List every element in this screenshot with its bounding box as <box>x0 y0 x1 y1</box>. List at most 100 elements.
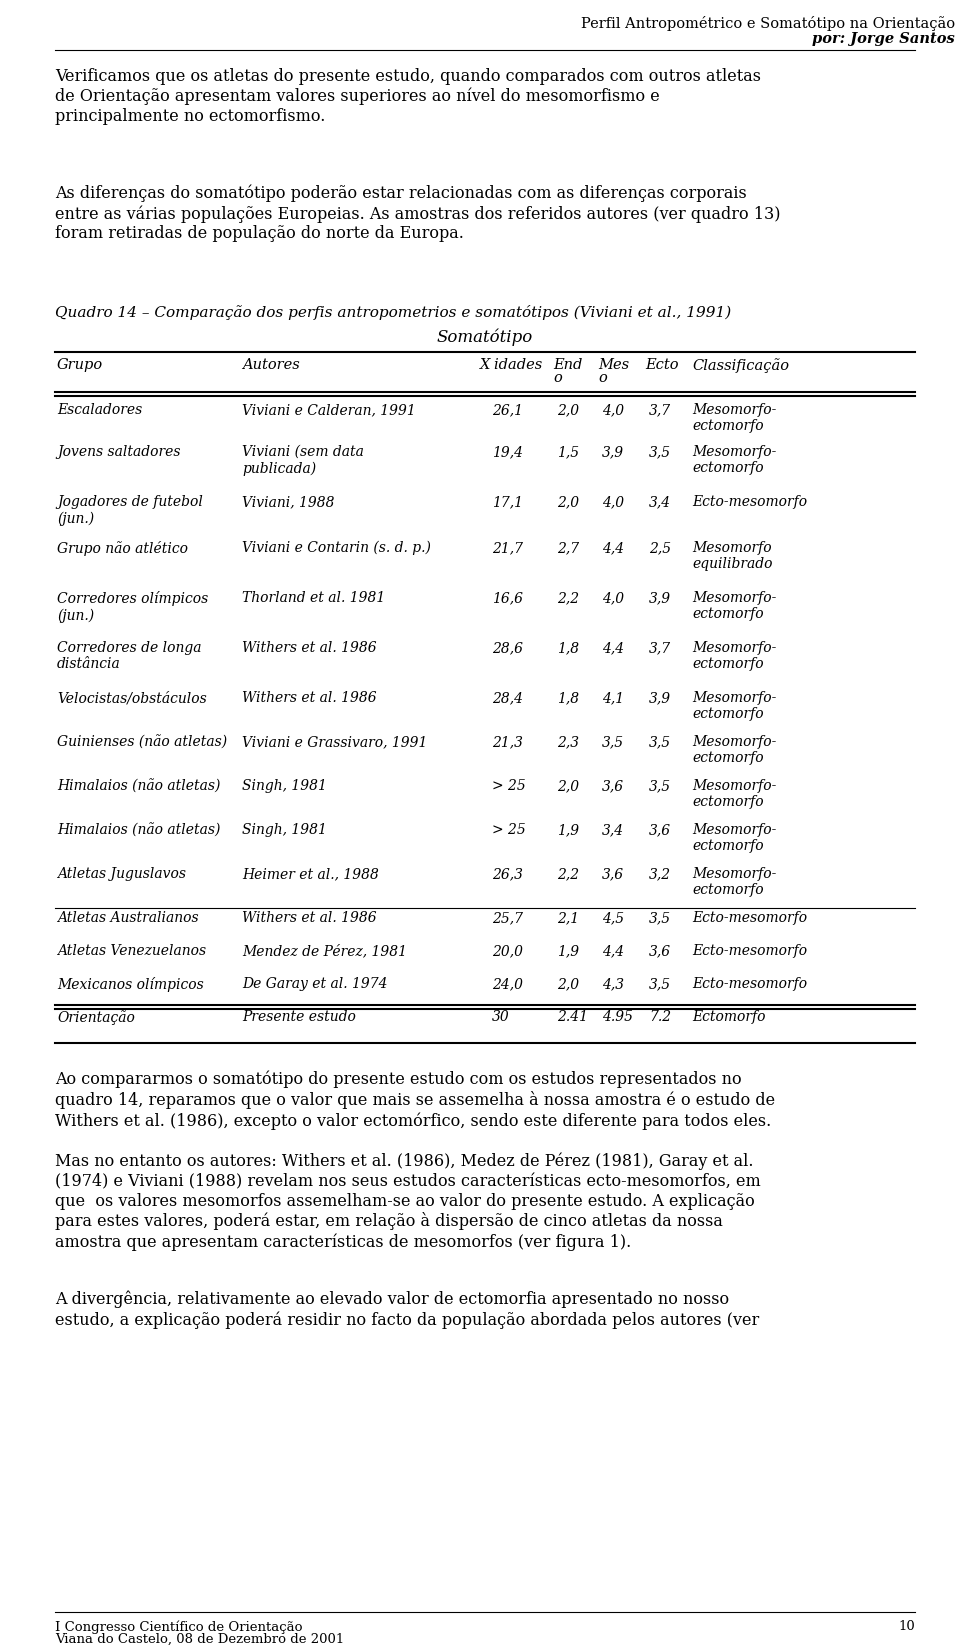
Text: Viviani, 1988: Viviani, 1988 <box>242 495 334 508</box>
Text: Mesomorfo-
ectomorfo: Mesomorfo- ectomorfo <box>692 867 777 897</box>
Text: Singh, 1981: Singh, 1981 <box>242 780 326 793</box>
Text: > 25: > 25 <box>492 822 526 837</box>
Text: 1,8: 1,8 <box>557 642 579 655</box>
Text: 3,5: 3,5 <box>649 780 671 793</box>
Text: De Garay et al. 1974: De Garay et al. 1974 <box>242 977 388 990</box>
Text: Withers et al. 1986: Withers et al. 1986 <box>242 642 376 655</box>
Text: Viviani (sem data
publicada): Viviani (sem data publicada) <box>242 446 364 475</box>
Text: Ecto-mesomorfo: Ecto-mesomorfo <box>692 495 807 508</box>
Text: 28,4: 28,4 <box>492 691 523 706</box>
Text: Viviani e Calderan, 1991: Viviani e Calderan, 1991 <box>242 403 416 416</box>
Text: Himalaios (não atletas): Himalaios (não atletas) <box>57 780 221 793</box>
Text: Mesomorfo-
ectomorfo: Mesomorfo- ectomorfo <box>692 446 777 475</box>
Text: Viviani e Grassivaro, 1991: Viviani e Grassivaro, 1991 <box>242 735 427 748</box>
Text: Mendez de Pérez, 1981: Mendez de Pérez, 1981 <box>242 944 407 957</box>
Text: > 25: > 25 <box>492 780 526 793</box>
Text: o: o <box>553 372 562 385</box>
Text: Ecto-mesomorfo: Ecto-mesomorfo <box>692 944 807 957</box>
Text: 3,9: 3,9 <box>649 591 671 605</box>
Text: 21,7: 21,7 <box>492 541 523 554</box>
Text: Ectomorfo: Ectomorfo <box>692 1010 765 1023</box>
Text: Viviani e Contarin (s. d. p.): Viviani e Contarin (s. d. p.) <box>242 541 431 556</box>
Text: 3,9: 3,9 <box>649 691 671 706</box>
Text: 4,4: 4,4 <box>602 944 624 957</box>
Text: Mes: Mes <box>598 359 629 372</box>
Text: 2.41: 2.41 <box>557 1010 588 1023</box>
Text: 3,6: 3,6 <box>602 867 624 882</box>
Text: 21,3: 21,3 <box>492 735 523 748</box>
Text: 30: 30 <box>492 1010 510 1023</box>
Text: Jogadores de futebol
(jun.): Jogadores de futebol (jun.) <box>57 495 203 526</box>
Text: 1,8: 1,8 <box>557 691 579 706</box>
Text: 2,0: 2,0 <box>557 780 579 793</box>
Text: 2,0: 2,0 <box>557 495 579 508</box>
Text: 20,0: 20,0 <box>492 944 523 957</box>
Text: 3,7: 3,7 <box>649 403 671 416</box>
Text: 3,5: 3,5 <box>649 446 671 459</box>
Text: 2,2: 2,2 <box>557 591 579 605</box>
Text: Escaladores: Escaladores <box>57 403 142 416</box>
Text: Verificamos que os atletas do presente estudo, quando comparados com outros atle: Verificamos que os atletas do presente e… <box>55 67 761 125</box>
Text: 24,0: 24,0 <box>492 977 523 990</box>
Text: 3,5: 3,5 <box>649 735 671 748</box>
Text: 3,5: 3,5 <box>602 735 624 748</box>
Text: Withers et al. 1986: Withers et al. 1986 <box>242 691 376 706</box>
Text: 19,4: 19,4 <box>492 446 523 459</box>
Text: Orientação: Orientação <box>57 1010 134 1025</box>
Text: 3,5: 3,5 <box>649 977 671 990</box>
Text: A divergência, relativamente ao elevado valor de ectomorfia apresentado no nosso: A divergência, relativamente ao elevado … <box>55 1291 759 1329</box>
Text: 2,2: 2,2 <box>557 867 579 882</box>
Text: 3,6: 3,6 <box>649 944 671 957</box>
Text: 4,5: 4,5 <box>602 911 624 924</box>
Text: Atletas Juguslavos: Atletas Juguslavos <box>57 867 186 882</box>
Text: 3,4: 3,4 <box>649 495 671 508</box>
Text: Autores: Autores <box>242 359 300 372</box>
Text: Mesomorfo-
ectomorfo: Mesomorfo- ectomorfo <box>692 822 777 854</box>
Text: X idades: X idades <box>480 359 543 372</box>
Text: Mesomorfo
equilibrado: Mesomorfo equilibrado <box>692 541 773 571</box>
Text: 2,0: 2,0 <box>557 977 579 990</box>
Text: Mexicanos olímpicos: Mexicanos olímpicos <box>57 977 204 992</box>
Text: Thorland et al. 1981: Thorland et al. 1981 <box>242 591 385 605</box>
Text: Atletas Australianos: Atletas Australianos <box>57 911 199 924</box>
Text: Withers et al. 1986: Withers et al. 1986 <box>242 911 376 924</box>
Text: Singh, 1981: Singh, 1981 <box>242 822 326 837</box>
Text: Velocistas/obstáculos: Velocistas/obstáculos <box>57 691 206 706</box>
Text: Quadro 14 – Comparação dos perfis antropometrios e somatótipos (Viviani et al., : Quadro 14 – Comparação dos perfis antrop… <box>55 304 732 321</box>
Text: Viana do Castelo, 08 de Dezembro de 2001: Viana do Castelo, 08 de Dezembro de 2001 <box>55 1633 345 1645</box>
Text: Mesomorfo-
ectomorfo: Mesomorfo- ectomorfo <box>692 735 777 765</box>
Text: 1,5: 1,5 <box>557 446 579 459</box>
Text: 4,4: 4,4 <box>602 642 624 655</box>
Text: Presente estudo: Presente estudo <box>242 1010 356 1023</box>
Text: 4,4: 4,4 <box>602 541 624 554</box>
Text: 3,4: 3,4 <box>602 822 624 837</box>
Text: Ecto-mesomorfo: Ecto-mesomorfo <box>692 911 807 924</box>
Text: 4,0: 4,0 <box>602 403 624 416</box>
Text: Perfil Antropométrico e Somatótipo na Orientação: Perfil Antropométrico e Somatótipo na Or… <box>581 16 955 31</box>
Text: 2,1: 2,1 <box>557 911 579 924</box>
Text: 25,7: 25,7 <box>492 911 523 924</box>
Text: Ecto: Ecto <box>645 359 679 372</box>
Text: Ao compararmos o somatótipo do presente estudo com os estudos representados no
q: Ao compararmos o somatótipo do presente … <box>55 1071 775 1130</box>
Text: Mesomorfo-
ectomorfo: Mesomorfo- ectomorfo <box>692 691 777 721</box>
Text: 3,6: 3,6 <box>649 822 671 837</box>
Text: 2,5: 2,5 <box>649 541 671 554</box>
Text: 1,9: 1,9 <box>557 944 579 957</box>
Text: Atletas Venezuelanos: Atletas Venezuelanos <box>57 944 206 957</box>
Text: Jovens saltadores: Jovens saltadores <box>57 446 180 459</box>
Text: Corredores de longa
distância: Corredores de longa distância <box>57 642 202 671</box>
Text: Mesomorfo-
ectomorfo: Mesomorfo- ectomorfo <box>692 403 777 433</box>
Text: Himalaios (não atletas): Himalaios (não atletas) <box>57 822 221 837</box>
Text: 2,0: 2,0 <box>557 403 579 416</box>
Text: 4,3: 4,3 <box>602 977 624 990</box>
Text: o: o <box>598 372 607 385</box>
Text: 4,0: 4,0 <box>602 591 624 605</box>
Text: 4,1: 4,1 <box>602 691 624 706</box>
Text: Mas no entanto os autores: Withers et al. (1986), Medez de Pérez (1981), Garay e: Mas no entanto os autores: Withers et al… <box>55 1153 760 1250</box>
Text: Grupo não atlético: Grupo não atlético <box>57 541 188 556</box>
Text: 4,0: 4,0 <box>602 495 624 508</box>
Text: Guinienses (não atletas): Guinienses (não atletas) <box>57 735 228 748</box>
Text: Corredores olímpicos
(jun.): Corredores olímpicos (jun.) <box>57 591 208 623</box>
Text: 10: 10 <box>899 1620 915 1633</box>
Text: 7.2: 7.2 <box>649 1010 671 1023</box>
